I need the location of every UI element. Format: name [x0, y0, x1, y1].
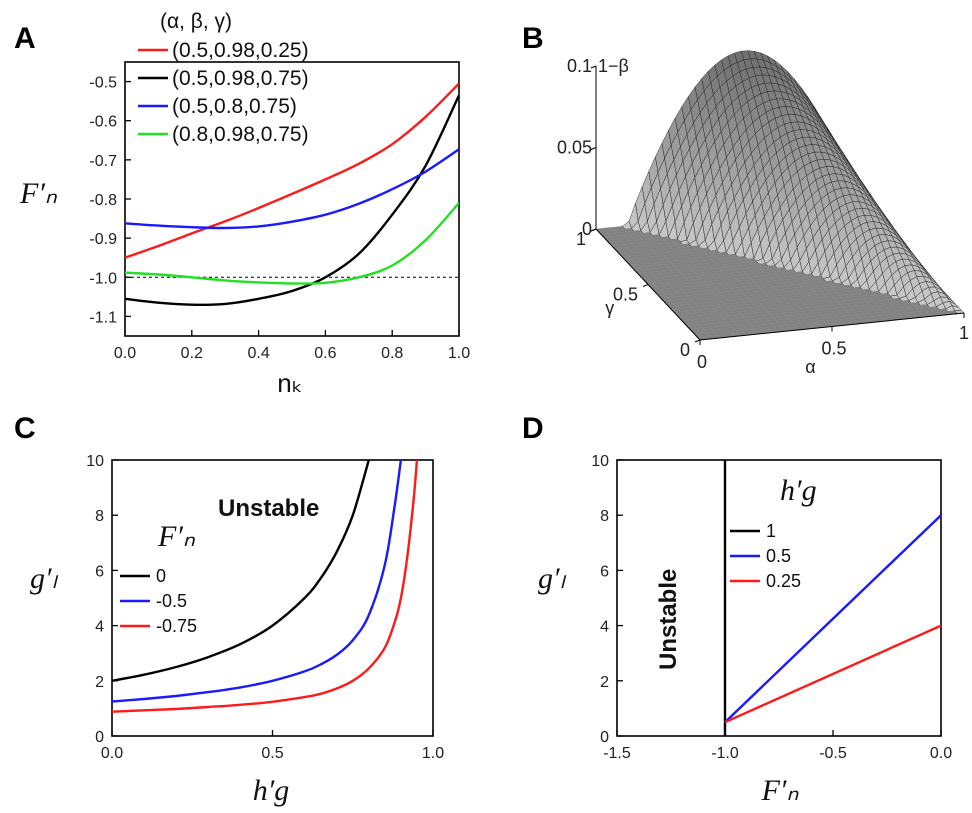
panel-c-xtick-label: 0.0: [101, 745, 123, 762]
panel-b-gamma-tick-label: 1: [576, 229, 586, 249]
panel-d-ytick-label: 8: [600, 508, 609, 525]
panel-label-d: D: [522, 412, 544, 445]
panel-b-gamma-tick-label: 0: [680, 340, 690, 360]
panel-c-ytick-label: 0: [95, 729, 104, 746]
panel-a-xtick-label: 0.0: [114, 345, 136, 362]
panel-d-xlabel: F′ₙ: [761, 774, 800, 807]
panel-b-gamma-tick-mark: [694, 339, 701, 343]
panel-b-surface-mesh: [595, 50, 965, 341]
panel-c-unstable-label: Unstable: [218, 495, 319, 522]
panel-d-xtick-label: -1.5: [603, 745, 631, 762]
panel-b-ztick-label: 0.1: [567, 56, 592, 76]
panel-a-ytick-label: -0.8: [89, 192, 117, 209]
panel-c-ytick-label: 8: [95, 508, 104, 525]
panel-b-gamma-label: γ: [605, 298, 614, 318]
panel-c-xlabel: h′g: [253, 774, 290, 807]
panel-a-series-line: [125, 202, 459, 285]
panel-d-ytick-label: 10: [591, 453, 609, 470]
panel-b-alpha-tick-label: 0: [697, 352, 707, 372]
panel-a-ytick-label: -1.1: [89, 309, 117, 326]
panel-label-b: B: [522, 22, 544, 55]
panel-c-xtick-label: 0.5: [261, 745, 283, 762]
panel-c-chart: 0.0 0.5 1.0 0 2 4 6 8 10 0 -0.5 -0.75: [86, 453, 444, 762]
panel-c-ytick-label: 10: [86, 453, 104, 470]
panel-b-ztick-mark: [590, 65, 597, 69]
panel-c-xtick-label: 1.0: [422, 745, 444, 762]
panel-b-alpha-tick-label: 1: [959, 323, 969, 343]
panel-a-xtick-label: 0.4: [247, 345, 269, 362]
panel-d-legend-label: 0.5: [766, 546, 791, 566]
panel-a-ytick-label: -0.7: [89, 153, 117, 170]
panel-d-ytick-label: 0: [600, 729, 609, 746]
panel-a-series-line: [125, 82, 459, 259]
panel-d-legend-label: 1: [766, 521, 776, 541]
panel-c-series-line: [112, 460, 419, 713]
panel-a-ytick-label: -0.6: [89, 114, 117, 131]
panel-a-xtick-label: 0.8: [381, 345, 403, 362]
panel-c-ytick-label: 6: [95, 563, 104, 580]
panel-d-xtick-label: 0.0: [930, 745, 952, 762]
panel-d-legend-title: h′g: [780, 474, 817, 507]
panel-b-alpha-label: α: [805, 357, 815, 377]
panel-d-ylabel: g′ₗ: [538, 562, 567, 595]
panel-a-ytick-label: -1.0: [89, 270, 117, 287]
panel-b-gamma-tick-mark: [590, 228, 597, 232]
panel-b-ztick-label: 0: [582, 219, 592, 239]
panel-b-zlabel: 1−β: [598, 56, 629, 76]
panel-b-gamma-tick-mark: [642, 284, 649, 287]
panel-a-xtick-label: 0.2: [181, 345, 203, 362]
panel-c-ylabel: g′ₗ: [30, 562, 59, 595]
panel-a-ytick-label: -0.9: [89, 231, 117, 248]
panel-a-legend-label: (0.5,0.8,0.75): [172, 95, 297, 118]
panel-d-series-line: [724, 624, 942, 724]
panel-d-ytick-label: 4: [600, 619, 609, 636]
panel-d-unstable-label: Unstable: [655, 569, 682, 670]
panel-a-xtick-label: 1.0: [448, 345, 470, 362]
panel-d-xtick-label: -0.5: [819, 745, 847, 762]
panel-d-ytick-label: 6: [600, 563, 609, 580]
panel-d-chart: -1.5 -1.0 -0.5 0.0 0 2 4 6 8 10 1 0.5 0.25: [591, 453, 952, 762]
panel-a-ylabel: F′ₙ: [19, 177, 58, 210]
panel-c-legend-label: 0: [156, 566, 166, 586]
panel-d-legend-label: 0.25: [766, 571, 801, 591]
panel-a-legend-label: (0.8,0.98,0.75): [172, 123, 309, 146]
panel-a-legend-label: (0.5,0.98,0.75): [172, 67, 309, 90]
panel-c-legend-label: -0.5: [156, 591, 187, 611]
panel-d-series-line: [724, 514, 942, 724]
panel-label-c: C: [14, 412, 36, 445]
panel-d-plot-frame: [616, 459, 942, 737]
panel-c-series-line: [112, 460, 370, 682]
panel-a-ytick-label: -0.5: [89, 75, 117, 92]
panel-b-gamma-tick-label: 0.5: [613, 285, 638, 305]
panel-b-ztick-label: 0.05: [557, 138, 592, 158]
panel-b-ztick-mark: [590, 147, 597, 150]
panel-a-xtick-label: 0.6: [314, 345, 336, 362]
panel-a-series-line: [125, 148, 459, 230]
panel-d-ytick-label: 2: [600, 674, 609, 691]
panel-a-legend-label: (0.5,0.98,0.25): [172, 39, 309, 62]
panel-c-ytick-label: 4: [95, 619, 104, 636]
panel-c-ytick-label: 2: [95, 674, 104, 691]
panel-a-xlabel: nₖ: [277, 368, 303, 398]
panel-b-alpha-tick-label: 0.5: [821, 339, 846, 359]
panel-c-legend-label: -0.75: [156, 616, 197, 636]
panel-a-series-line: [125, 94, 459, 306]
panel-d-xtick-label: -1.0: [711, 745, 739, 762]
panel-c-series-line: [112, 460, 403, 703]
panel-a-legend-title: (α, β, γ): [160, 10, 232, 33]
panel-c-legend-title: F′ₙ: [157, 520, 196, 553]
panel-label-a: A: [14, 22, 36, 55]
panel-a-chart: 0.0 0.2 0.4 0.6 0.8 1.0 -0.5 -0.6 -0.7 -0.8 -0.9 -1…: [89, 39, 470, 362]
